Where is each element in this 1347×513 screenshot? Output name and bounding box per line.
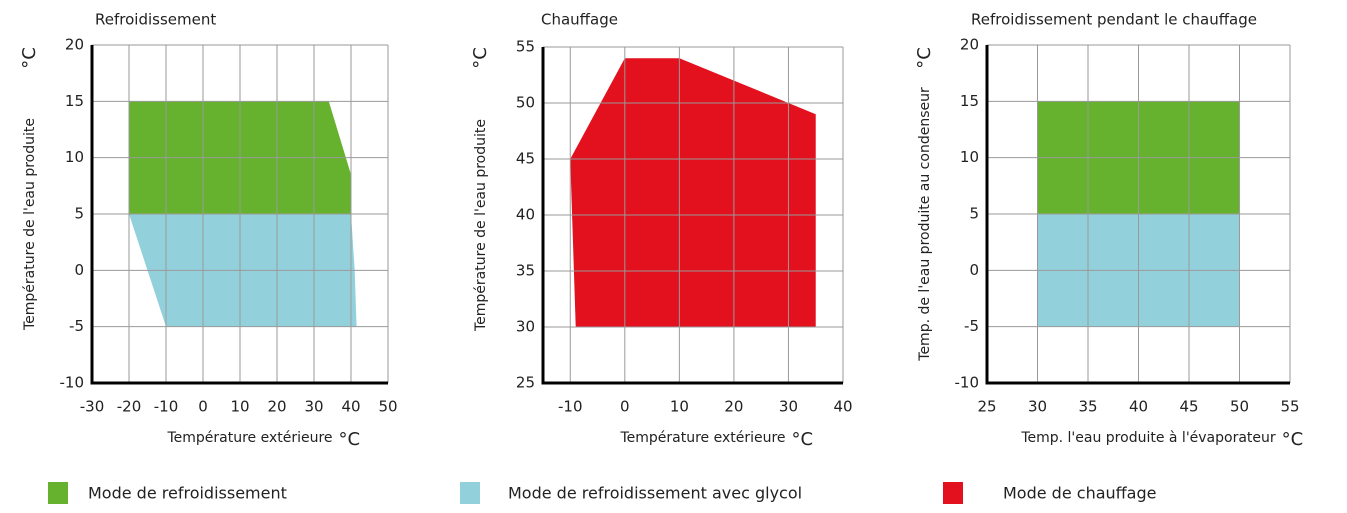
x-tick-label: 40 (1129, 398, 1148, 416)
x-tick-label: 0 (198, 398, 208, 416)
y-tick-label: -10 (60, 374, 85, 392)
x-tick-label: 40 (341, 398, 360, 416)
x-tick-label: 30 (304, 398, 323, 416)
x-tick-label: 55 (1280, 398, 1299, 416)
x-tick-label: 30 (779, 398, 798, 416)
y-axis-unit: °C (19, 47, 40, 69)
x-tick-label: 50 (1230, 398, 1249, 416)
chart-title: Chauffage (541, 11, 618, 29)
y-tick-label: 20 (960, 36, 979, 54)
x-axis-unit: °C (339, 429, 361, 450)
y-tick-label: -5 (964, 317, 979, 335)
x-tick-label: 0 (620, 398, 630, 416)
y-tick-label: 0 (969, 261, 979, 279)
y-tick-label: 35 (516, 262, 535, 280)
y-tick-label: 10 (960, 148, 979, 166)
y-tick-label: 20 (65, 36, 84, 54)
y-tick-label: 50 (516, 94, 535, 112)
y-tick-label: 5 (74, 205, 84, 223)
x-tick-label: 45 (1179, 398, 1198, 416)
legend-swatch (48, 482, 68, 504)
x-tick-label: -10 (154, 398, 179, 416)
x-tick-label: 10 (670, 398, 689, 416)
y-axis-unit: °C (470, 47, 491, 69)
legend-swatch (943, 482, 963, 504)
y-tick-label: 10 (65, 148, 84, 166)
x-tick-label: 50 (378, 398, 397, 416)
x-tick-label: -10 (558, 398, 583, 416)
envelope-area (570, 58, 816, 327)
y-tick-label: 25 (516, 374, 535, 392)
y-tick-label: 30 (516, 318, 535, 336)
y-tick-label: -10 (955, 374, 980, 392)
y-tick-label: 0 (74, 261, 84, 279)
chart-title: Refroidissement (95, 11, 216, 29)
x-axis-unit: °C (1282, 429, 1304, 450)
y-tick-label: 15 (960, 92, 979, 110)
y-axis-label: Température de l'eau produite (473, 119, 489, 332)
x-tick-label: -30 (80, 398, 105, 416)
x-tick-label: 20 (267, 398, 286, 416)
x-tick-label: 20 (724, 398, 743, 416)
y-axis-label: Température de l'eau produite (22, 118, 38, 331)
x-axis-label: Temp. l'eau produite à l'évaporateur (1020, 430, 1276, 446)
legend-label: Mode de refroidissement (88, 484, 287, 503)
legend-label: Mode de chauffage (1003, 484, 1156, 503)
x-tick-label: 25 (977, 398, 996, 416)
x-tick-label: 30 (1028, 398, 1047, 416)
y-tick-label: 40 (516, 206, 535, 224)
x-axis-label: Température extérieure (619, 430, 785, 446)
y-tick-label: 5 (969, 205, 979, 223)
x-tick-label: 40 (833, 398, 852, 416)
y-tick-label: 45 (516, 150, 535, 168)
x-axis-label: Température extérieure (166, 430, 332, 446)
x-tick-label: 10 (230, 398, 249, 416)
y-tick-label: 15 (65, 92, 84, 110)
x-tick-label: -20 (117, 398, 142, 416)
y-axis-unit: °C (914, 47, 935, 69)
legend-swatch (460, 482, 480, 504)
x-axis-unit: °C (792, 429, 814, 450)
legend-label: Mode de refroidissement avec glycol (508, 484, 802, 503)
y-tick-label: 55 (516, 38, 535, 56)
x-tick-label: 35 (1078, 398, 1097, 416)
y-axis-label: Temp. de l'eau produite au condenseur (917, 87, 933, 362)
y-tick-label: -5 (69, 317, 84, 335)
chart-title: Refroidissement pendant le chauffage (971, 11, 1257, 29)
